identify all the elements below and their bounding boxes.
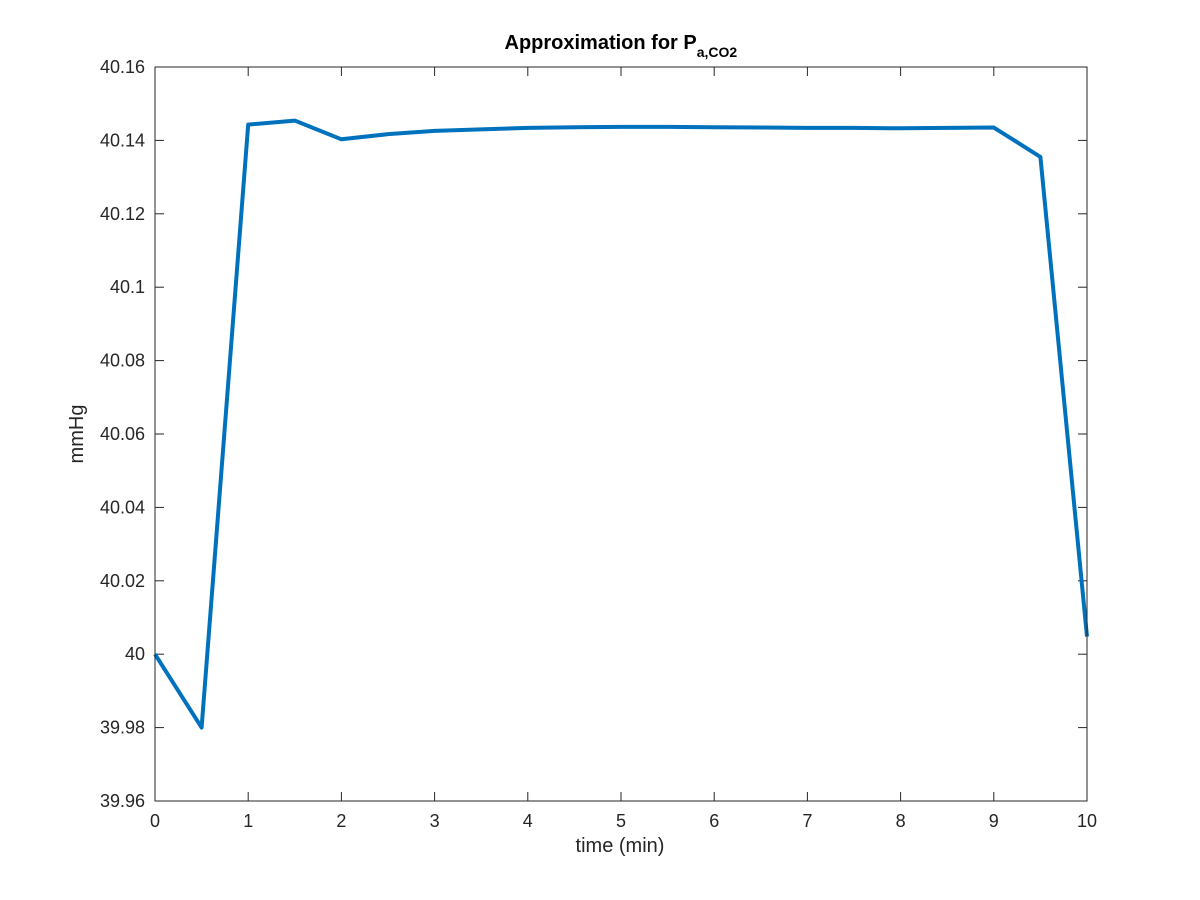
chart-title-subscript: a,CO2	[697, 44, 738, 60]
y-tick-label: 40	[125, 644, 145, 664]
y-tick-label: 40.12	[100, 204, 145, 224]
series-layer	[153, 118, 1089, 730]
y-tick-label: 40.04	[100, 497, 145, 517]
x-tick-label: 8	[896, 811, 906, 831]
axes-box	[154, 66, 1088, 802]
x-tick-label: 1	[243, 811, 253, 831]
x-tick-label: 10	[1077, 811, 1097, 831]
series-line	[153, 118, 1089, 730]
chart-title: Approximation for Pa,CO2	[505, 32, 738, 60]
x-tick-label: 9	[989, 811, 999, 831]
y-tick-label: 40.06	[100, 424, 145, 444]
x-tick-label: 6	[709, 811, 719, 831]
y-tick-label: 39.96	[100, 791, 145, 811]
y-tick-label: 40.08	[100, 351, 145, 371]
x-tick-labels: 0 1 2 3 4 5 6 7 8 9 10	[150, 811, 1097, 831]
x-tick-label: 2	[336, 811, 346, 831]
y-tick-label: 40.02	[100, 571, 145, 591]
x-tick-label: 3	[430, 811, 440, 831]
x-tick-label: 0	[150, 811, 160, 831]
x-tick-label: 7	[802, 811, 812, 831]
x-tick-label: 4	[523, 811, 533, 831]
chart-title-main: Approximation for P	[505, 32, 697, 54]
x-tick-label: 5	[616, 811, 626, 831]
y-tick-labels: 39.96 39.98 40 40.02 40.04 40.06 40.08 40.1 40.1…	[100, 57, 145, 811]
y-tick-label: 40.1	[110, 277, 145, 297]
y-tick-label: 40.14	[100, 130, 145, 150]
y-tick-label: 39.98	[100, 718, 145, 738]
x-axis-label: time (min)	[576, 835, 665, 857]
plot-area	[155, 67, 1087, 801]
y-axis-label: mmHg	[66, 405, 88, 464]
y-tick-label: 40.16	[100, 57, 145, 77]
